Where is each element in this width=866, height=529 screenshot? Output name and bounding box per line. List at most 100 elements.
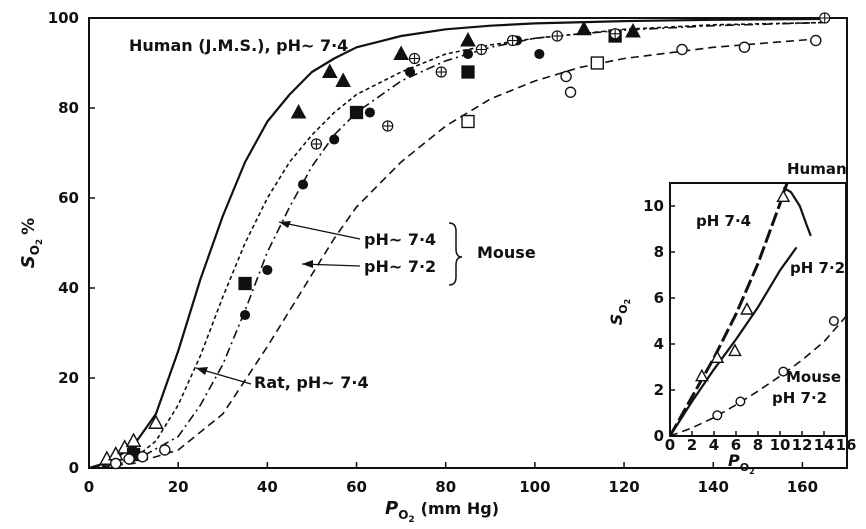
y-tick-label: 4 [654, 335, 664, 353]
crossed-circle-point [382, 120, 394, 132]
crossed-circle-point [506, 34, 519, 47]
y-tick-label: 20 [58, 369, 79, 387]
crossed-circle-point [475, 43, 488, 56]
inset-plot-frame [669, 182, 847, 437]
human-curve [89, 18, 825, 468]
filled-circle-point [262, 264, 273, 276]
mouse-ph74-label: pH~ 7·4 [364, 230, 436, 249]
inset-x-axis-label: PO2 [728, 451, 755, 476]
filled-circle-point [534, 48, 545, 60]
open-circle-point [735, 396, 746, 407]
inset-human-label: Human [787, 160, 847, 178]
open-circle-point [778, 366, 789, 377]
open-circle-point [159, 444, 171, 456]
open-triangle-point [776, 189, 791, 203]
mouse-ph72-label: pH~ 7·2 [364, 257, 436, 276]
main-y-axis-label: SO2% [18, 218, 45, 268]
filled-triangle-point [460, 32, 476, 47]
mouse-curve [670, 315, 846, 436]
open-circle-point [123, 453, 135, 465]
open-circle-point [810, 34, 822, 47]
open-triangle-point [710, 350, 725, 363]
open-circle-point [676, 43, 688, 56]
open-circle-point [136, 451, 149, 463]
x-tick-label: 140 [698, 478, 729, 496]
y-tick-label: 80 [58, 99, 79, 117]
human-curve [782, 186, 812, 237]
x-tick-label: 16 [836, 436, 857, 454]
filled-circle-point [329, 134, 340, 145]
y-tick-label: 6 [654, 289, 664, 307]
filled-circle-point [240, 309, 251, 321]
filled-triangle-point [335, 72, 351, 87]
filled-triangle-point [321, 63, 338, 78]
main-x-axis-label: PO2(mm Hg) [385, 498, 499, 524]
rat-curve [89, 21, 825, 468]
x-tick-label: 12 [792, 436, 813, 454]
open-triangle-point [695, 368, 709, 382]
x-tick-label: 6 [731, 436, 741, 454]
crossed-circle-point [819, 12, 831, 24]
mouse-group-label: Mouse [477, 243, 536, 262]
ph72-curve [670, 246, 798, 436]
open-square-point [590, 56, 604, 70]
crossed-circle-point [551, 30, 563, 42]
open-circle-point [564, 86, 577, 98]
filled-triangle-point [576, 20, 592, 36]
mouse-ph72-arrow [301, 260, 361, 268]
x-tick-label: 14 [814, 436, 835, 454]
filled-circle-point [297, 179, 309, 190]
crossed-circle-point [435, 66, 447, 78]
y-tick-label: 10 [643, 197, 664, 215]
open-circle-point [560, 70, 572, 83]
open-circle-point [110, 457, 122, 470]
x-tick-label: 0 [665, 436, 675, 454]
x-tick-label: 2 [687, 436, 697, 454]
x-tick-label: 8 [753, 436, 763, 454]
y-tick-label: 2 [654, 381, 664, 399]
x-tick-label: 20 [168, 478, 189, 496]
filled-circle-point [404, 66, 416, 78]
open-triangle-point [740, 302, 754, 315]
open-triangle-point [125, 432, 142, 447]
crossed-circle-point [609, 28, 621, 40]
filled-circle-point [364, 107, 375, 118]
x-tick-label: 160 [787, 478, 818, 496]
inset-y-axis-label: SO2 [607, 299, 632, 325]
mouse-brace [448, 222, 463, 286]
x-tick-label: 80 [435, 478, 456, 496]
filled-square-point [238, 276, 252, 291]
open-circle-point [738, 41, 751, 53]
open-circle-point [828, 315, 839, 327]
x-tick-label: 4 [709, 436, 719, 454]
crossed-circle-point [408, 52, 421, 65]
mouse-ph74-arrow [278, 221, 361, 240]
x-tick-label: 0 [84, 478, 94, 496]
inset-mouse-label: Mouse [786, 368, 841, 386]
x-tick-label: 100 [519, 478, 550, 496]
filled-square-point [349, 105, 364, 120]
x-tick-label: 10 [770, 436, 791, 454]
rat-arrow [195, 367, 252, 385]
rat-curve-label: Rat, pH~ 7·4 [254, 373, 369, 392]
open-square-point [461, 114, 475, 129]
y-tick-label: 60 [58, 189, 79, 207]
x-tick-label: 120 [608, 478, 639, 496]
open-circle-point [712, 410, 723, 421]
y-tick-label: 0 [654, 427, 664, 445]
x-tick-label: 40 [257, 478, 278, 496]
filled-circle-point [462, 48, 474, 60]
mouse_72-curve [89, 37, 825, 468]
y-tick-label: 100 [48, 9, 79, 27]
y-tick-label: 8 [654, 243, 664, 261]
filled-triangle-point [393, 45, 409, 60]
y-tick-label: 40 [58, 279, 79, 297]
human-curve-label: Human (J.M.S.), pH~ 7·4 [129, 36, 348, 55]
y-tick-label: 0 [69, 459, 79, 477]
inset-mouse-ph-label: pH 7·2 [772, 389, 827, 407]
x-tick-label: 60 [346, 478, 367, 496]
